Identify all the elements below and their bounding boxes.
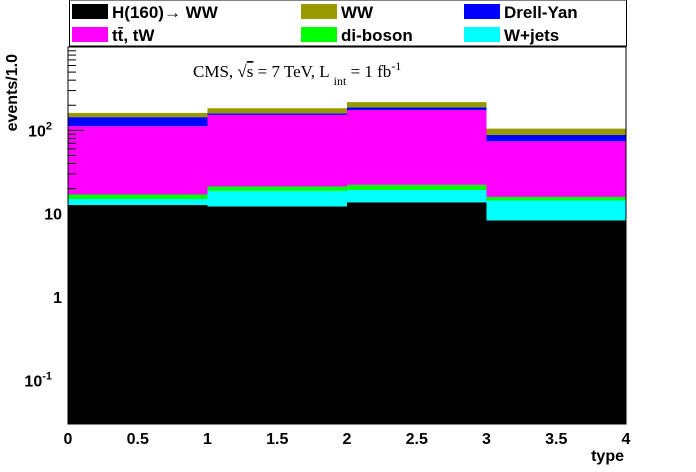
y-axis-title: events/1.0 (4, 54, 21, 131)
legend-frame (69, 0, 627, 47)
bar-h-160-ww-bin-4 (486, 220, 626, 424)
sqrt-symbol: √ (237, 62, 247, 81)
bar-h-160-ww-bin-1 (68, 205, 208, 424)
x-axis-title: type (591, 448, 624, 465)
x-tick-label: 3 (482, 431, 491, 448)
y-tick-label: 10 (44, 207, 62, 224)
legend-swatch-ww (301, 4, 337, 19)
bar-w-jets-bin-1 (68, 199, 208, 206)
bar-w-jets-bin-2 (207, 190, 347, 207)
x-tick-label: 0.5 (127, 431, 149, 448)
legend: H(160)→ WW WW Drell-Yan tt̄, tW di-boson W+je… (69, 0, 627, 47)
legend-label-ww: WW (341, 3, 374, 22)
y-tick-label: 102 (28, 120, 52, 140)
x-tick-label: 1 (203, 431, 212, 448)
bar-tt-tw-bin-2 (207, 114, 347, 187)
bar-ww-bin-3 (347, 102, 487, 108)
legend-swatch-tt-tw (72, 27, 108, 42)
legend-label-drell-yan: Drell-Yan (504, 3, 578, 22)
bar-di-boson-bin-4 (486, 196, 626, 201)
y-tick-label: 10-1 (24, 370, 52, 390)
bar-tt-tw-bin-3 (347, 110, 487, 185)
bar-ww-bin-2 (207, 108, 347, 114)
bar-ww-bin-4 (486, 128, 626, 136)
x-tick-label: 2 (343, 431, 352, 448)
x-tick-label: 0 (64, 431, 73, 448)
legend-swatch-h-160-ww (72, 4, 108, 19)
bar-di-boson-bin-1 (68, 194, 208, 200)
bar-di-boson-bin-3 (347, 184, 487, 191)
bar-w-jets-bin-3 (347, 190, 487, 203)
bar-h-160-ww-bin-3 (347, 202, 487, 424)
y-tick-label: 1 (53, 290, 62, 307)
bar-drell-yan-bin-4 (486, 135, 626, 142)
bar-drell-yan-bin-2 (207, 113, 347, 115)
bar-di-boson-bin-2 (207, 186, 347, 191)
legend-label-di-boson: di-boson (341, 26, 413, 45)
lumi-superscript: -1 (391, 59, 401, 73)
bar-drell-yan-bin-3 (347, 107, 487, 111)
bar-w-jets-bin-4 (486, 200, 626, 221)
legend-swatch-w-jets (464, 27, 500, 42)
bar-tt-tw-bin-1 (68, 126, 208, 195)
plot-area: 10-1 1 10 102 0 0.5 1 1.5 2 2.5 3 3.5 4 (24, 46, 631, 448)
sqrt-argument: s (247, 62, 254, 81)
x-tick-label: 1.5 (266, 431, 288, 448)
x-tick-label: 3.5 (545, 431, 567, 448)
bar-h-160-ww-bin-2 (207, 206, 347, 424)
legend-label-w-jets: W+jets (504, 26, 559, 45)
x-tick-label: 2.5 (406, 431, 428, 448)
legend-swatch-di-boson (301, 27, 337, 42)
legend-label-tt-tw: tt̄, tW (112, 26, 155, 45)
bar-drell-yan-bin-1 (68, 117, 208, 127)
lumi-subscript: int (334, 74, 347, 88)
legend-swatch-drell-yan (464, 4, 500, 19)
bar-tt-tw-bin-4 (486, 141, 626, 197)
legend-label-h-160-ww: H(160)→ WW (112, 3, 219, 22)
x-tick-label: 4 (622, 431, 631, 448)
bar-ww-bin-1 (68, 112, 208, 118)
